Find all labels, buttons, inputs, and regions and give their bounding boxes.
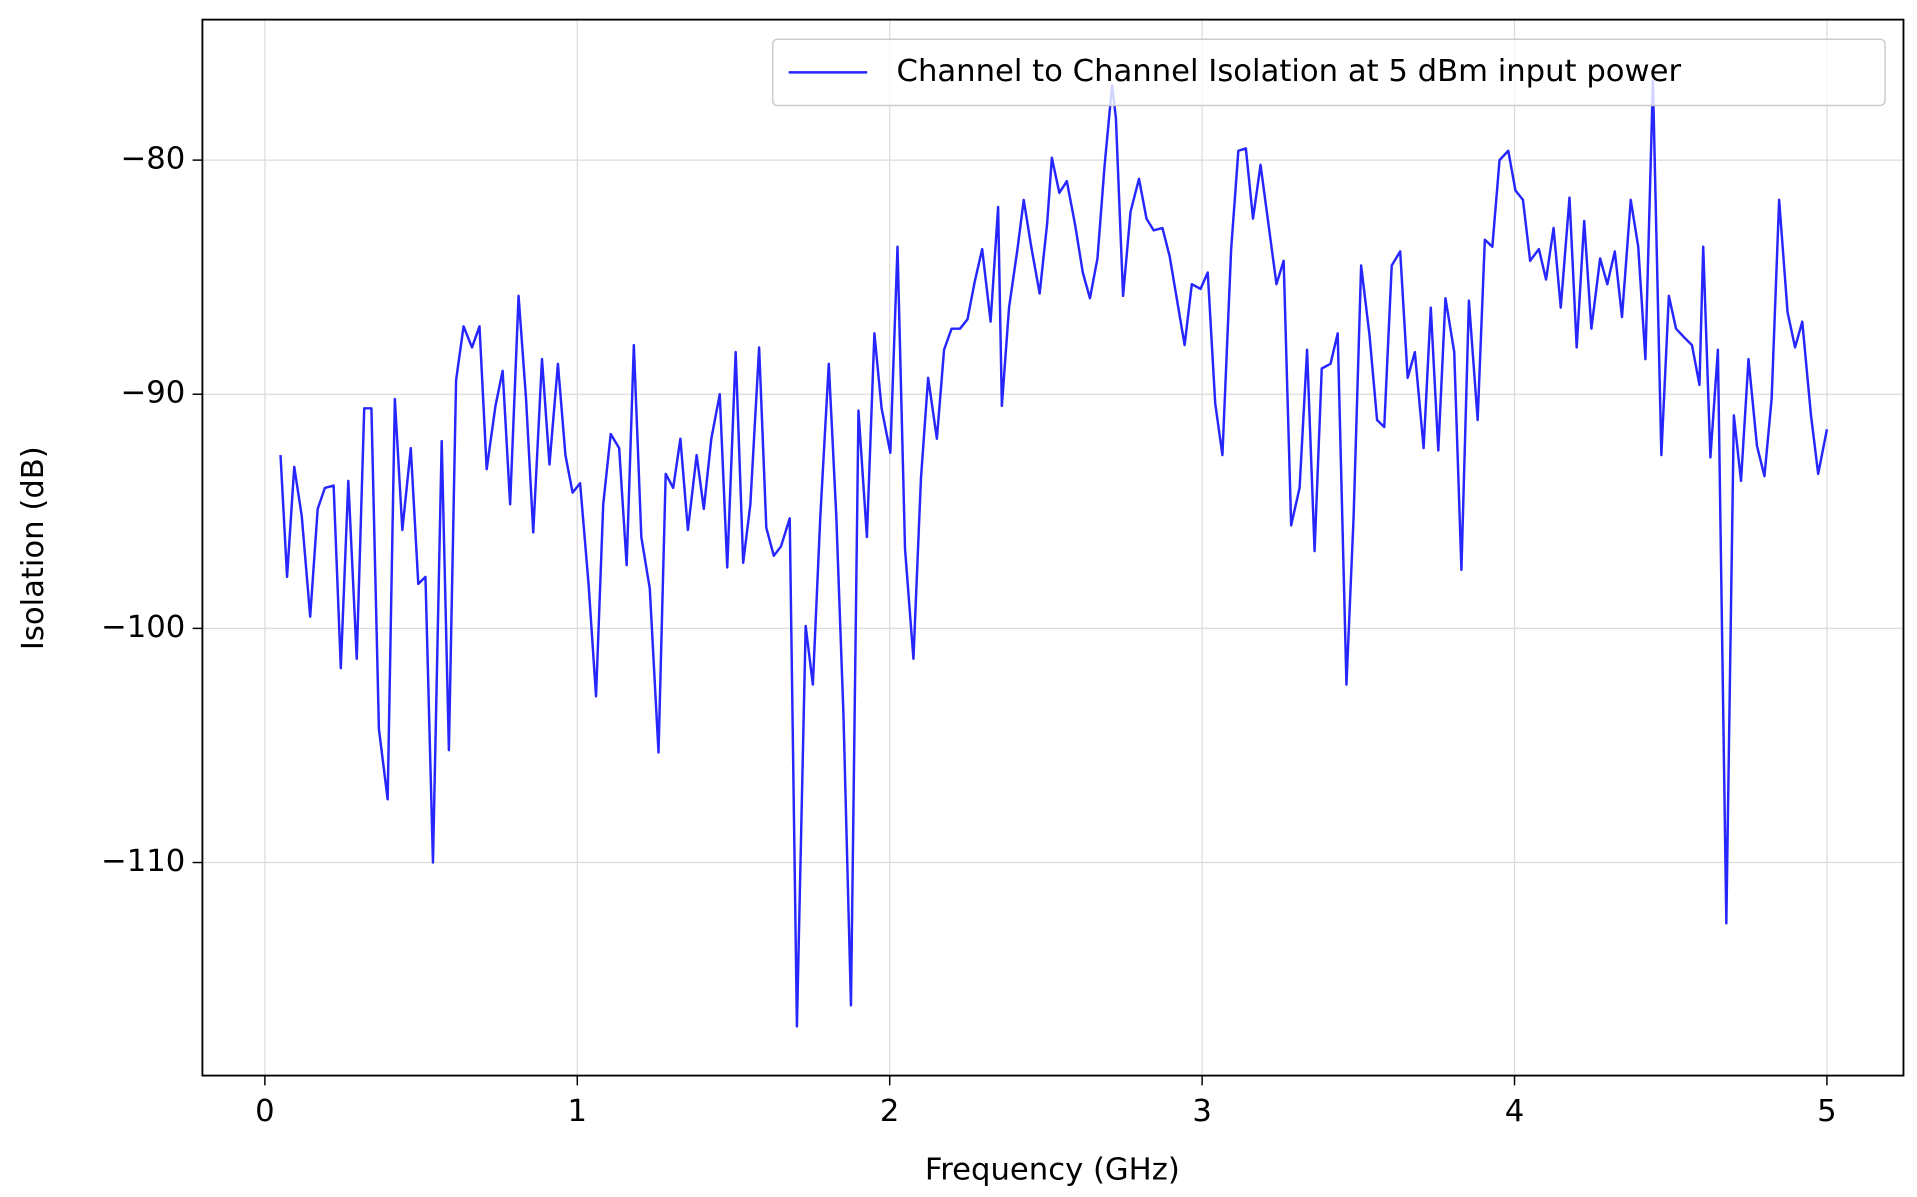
x-tick-label: 1 — [568, 1094, 588, 1129]
x-tick-label: 5 — [1817, 1094, 1837, 1129]
legend-label: Channel to Channel Isolation at 5 dBm in… — [897, 54, 1682, 89]
y-axis-label: Isolation (dB) — [16, 446, 51, 650]
x-axis-label: Frequency (GHz) — [925, 1153, 1180, 1188]
y-tick-label: −90 — [121, 376, 186, 411]
x-tick-label: 2 — [880, 1094, 900, 1129]
x-tick-label: 0 — [255, 1094, 275, 1129]
x-tick-label: 3 — [1192, 1094, 1212, 1129]
y-tick-label: −110 — [101, 844, 185, 879]
legend: Channel to Channel Isolation at 5 dBm in… — [771, 38, 1886, 107]
y-tick-label: −100 — [101, 610, 185, 645]
data-line — [279, 79, 1829, 1028]
y-tick-label: −80 — [121, 142, 186, 177]
x-tick-label: 4 — [1505, 1094, 1525, 1129]
legend-box — [771, 38, 1886, 107]
axes-frame — [201, 18, 1905, 1077]
